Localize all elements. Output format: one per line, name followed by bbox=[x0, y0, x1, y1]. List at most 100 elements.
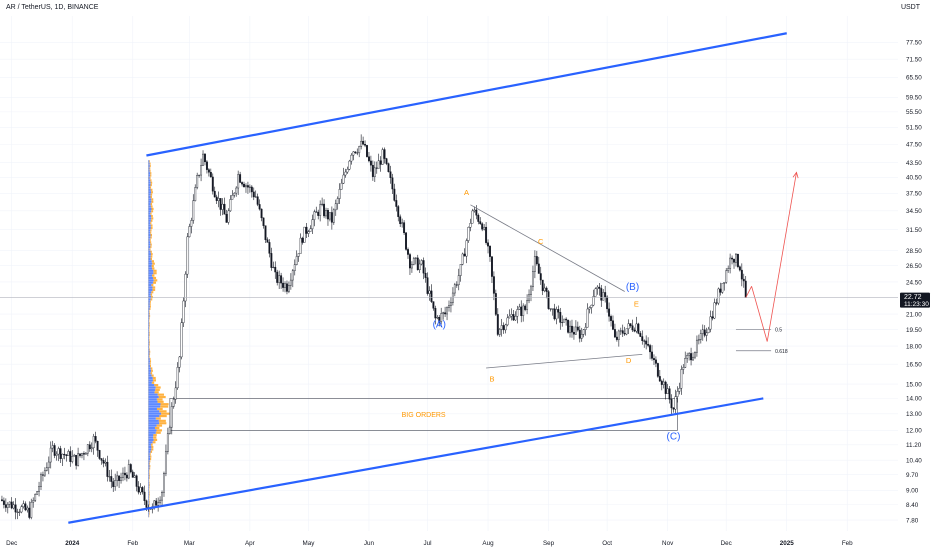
candle-up bbox=[723, 282, 726, 284]
candle-up bbox=[697, 339, 700, 341]
candle-up bbox=[692, 356, 694, 361]
candle-up bbox=[586, 308, 589, 328]
candle-down bbox=[96, 441, 99, 451]
volume-bar-down bbox=[150, 226, 153, 230]
candle-down bbox=[416, 257, 419, 271]
candle-down bbox=[305, 226, 308, 234]
candle-up bbox=[574, 326, 577, 335]
time-tick-label: Sep bbox=[543, 540, 555, 547]
volume-bar-up bbox=[148, 224, 151, 227]
candle-up bbox=[159, 499, 162, 503]
volume-bar-down bbox=[160, 403, 169, 406]
volume-bar-down bbox=[149, 503, 150, 506]
candle-up bbox=[551, 308, 554, 310]
volume-bar-down bbox=[150, 257, 153, 261]
candle-up bbox=[237, 174, 240, 189]
volume-bar-up bbox=[148, 498, 150, 501]
volume-bar-up bbox=[148, 386, 156, 389]
candle-up bbox=[543, 287, 546, 292]
volume-bar-down bbox=[150, 179, 152, 182]
volume-bar-up bbox=[148, 417, 156, 420]
price-tick-label: 16.50 bbox=[906, 362, 922, 369]
volume-bar-down bbox=[154, 384, 159, 387]
volume-bar-up bbox=[148, 310, 150, 313]
candle-down bbox=[317, 211, 320, 216]
candle-up bbox=[192, 200, 195, 221]
candle-up bbox=[514, 316, 517, 321]
volume-bar-down bbox=[149, 238, 151, 241]
volume-bar-up bbox=[148, 205, 151, 208]
volume-bar-up bbox=[148, 484, 150, 487]
candle-up bbox=[418, 263, 421, 271]
candle-down bbox=[535, 256, 538, 265]
candle-down bbox=[557, 309, 560, 313]
candle-up bbox=[635, 323, 638, 332]
candle-down bbox=[432, 301, 435, 309]
candle-down bbox=[608, 308, 611, 317]
volume-bar-down bbox=[149, 348, 150, 351]
candle-up bbox=[678, 388, 681, 392]
time-tick-label: May bbox=[302, 540, 315, 547]
candle-up bbox=[231, 194, 234, 200]
volume-bar-up bbox=[148, 303, 150, 306]
projection-line bbox=[745, 286, 752, 298]
candle-down bbox=[264, 225, 267, 240]
candle-up bbox=[194, 187, 197, 201]
volume-bar-up bbox=[148, 491, 150, 494]
volume-bar-up bbox=[148, 465, 150, 468]
volume-bar-up bbox=[148, 326, 150, 330]
volume-bar-down bbox=[151, 260, 155, 263]
candle-down bbox=[438, 316, 441, 322]
candle-up bbox=[707, 328, 710, 333]
candle-down bbox=[10, 501, 13, 509]
candle-up bbox=[36, 491, 39, 495]
volume-bar-up bbox=[148, 191, 152, 194]
volume-bar-down bbox=[149, 176, 151, 180]
candle-down bbox=[393, 188, 396, 201]
price-axis[interactable]: 77.50 71.50 65.50 59.50 55.50 51.50 47.50 43.50… bbox=[906, 40, 922, 525]
candle-up bbox=[348, 160, 351, 170]
candle-up bbox=[157, 502, 160, 506]
volume-bar-down bbox=[151, 295, 153, 299]
price-tick-label: 18.00 bbox=[906, 343, 922, 350]
projection-line bbox=[766, 172, 797, 342]
volume-bar-up bbox=[148, 407, 157, 411]
candle-up bbox=[6, 503, 9, 508]
volume-bar-up bbox=[148, 217, 152, 220]
volume-bar-up bbox=[148, 472, 150, 475]
volume-bar-up bbox=[148, 460, 150, 463]
candle-down bbox=[123, 472, 126, 476]
channel-upper-line bbox=[146, 32, 787, 157]
candle-down bbox=[598, 286, 601, 289]
volume-bar-up bbox=[148, 183, 151, 187]
candle-down bbox=[606, 296, 609, 310]
volume-bar-up bbox=[148, 515, 149, 518]
big-orders-label: BIG ORDERS bbox=[402, 412, 446, 419]
volume-bar-down bbox=[150, 372, 153, 375]
candle-up bbox=[594, 288, 597, 297]
volume-bar-down bbox=[151, 200, 154, 203]
candle-up bbox=[178, 356, 181, 368]
volume-bar-down bbox=[150, 298, 153, 301]
volume-bar-up bbox=[148, 353, 150, 356]
candle-up bbox=[164, 451, 167, 474]
big-orders-zone[interactable]: BIG ORDERS bbox=[169, 398, 678, 431]
volume-bar-up bbox=[148, 369, 152, 372]
candle-up bbox=[34, 494, 37, 501]
price-tick-label: 8.40 bbox=[906, 502, 919, 509]
price-tick-label: 55.50 bbox=[906, 109, 922, 116]
volume-bar-up bbox=[148, 355, 150, 358]
volume-bar-down bbox=[149, 186, 152, 189]
drawings[interactable]: 0.5 0.618 bbox=[68, 32, 799, 524]
time-axis[interactable]: Dec 2024 Feb Mar Apr May Jun Jul Aug Sep Oct Nov Dec… bbox=[6, 540, 853, 547]
volume-bar-down bbox=[149, 300, 151, 303]
candle-down bbox=[567, 319, 570, 333]
candle-down bbox=[4, 504, 7, 508]
price-tick-label: 26.50 bbox=[906, 263, 922, 270]
wave-label: B bbox=[489, 374, 494, 383]
volume-bar-up bbox=[148, 305, 150, 308]
candle-down bbox=[658, 376, 661, 382]
candle-down bbox=[668, 388, 671, 400]
volume-bar-up bbox=[148, 374, 152, 377]
